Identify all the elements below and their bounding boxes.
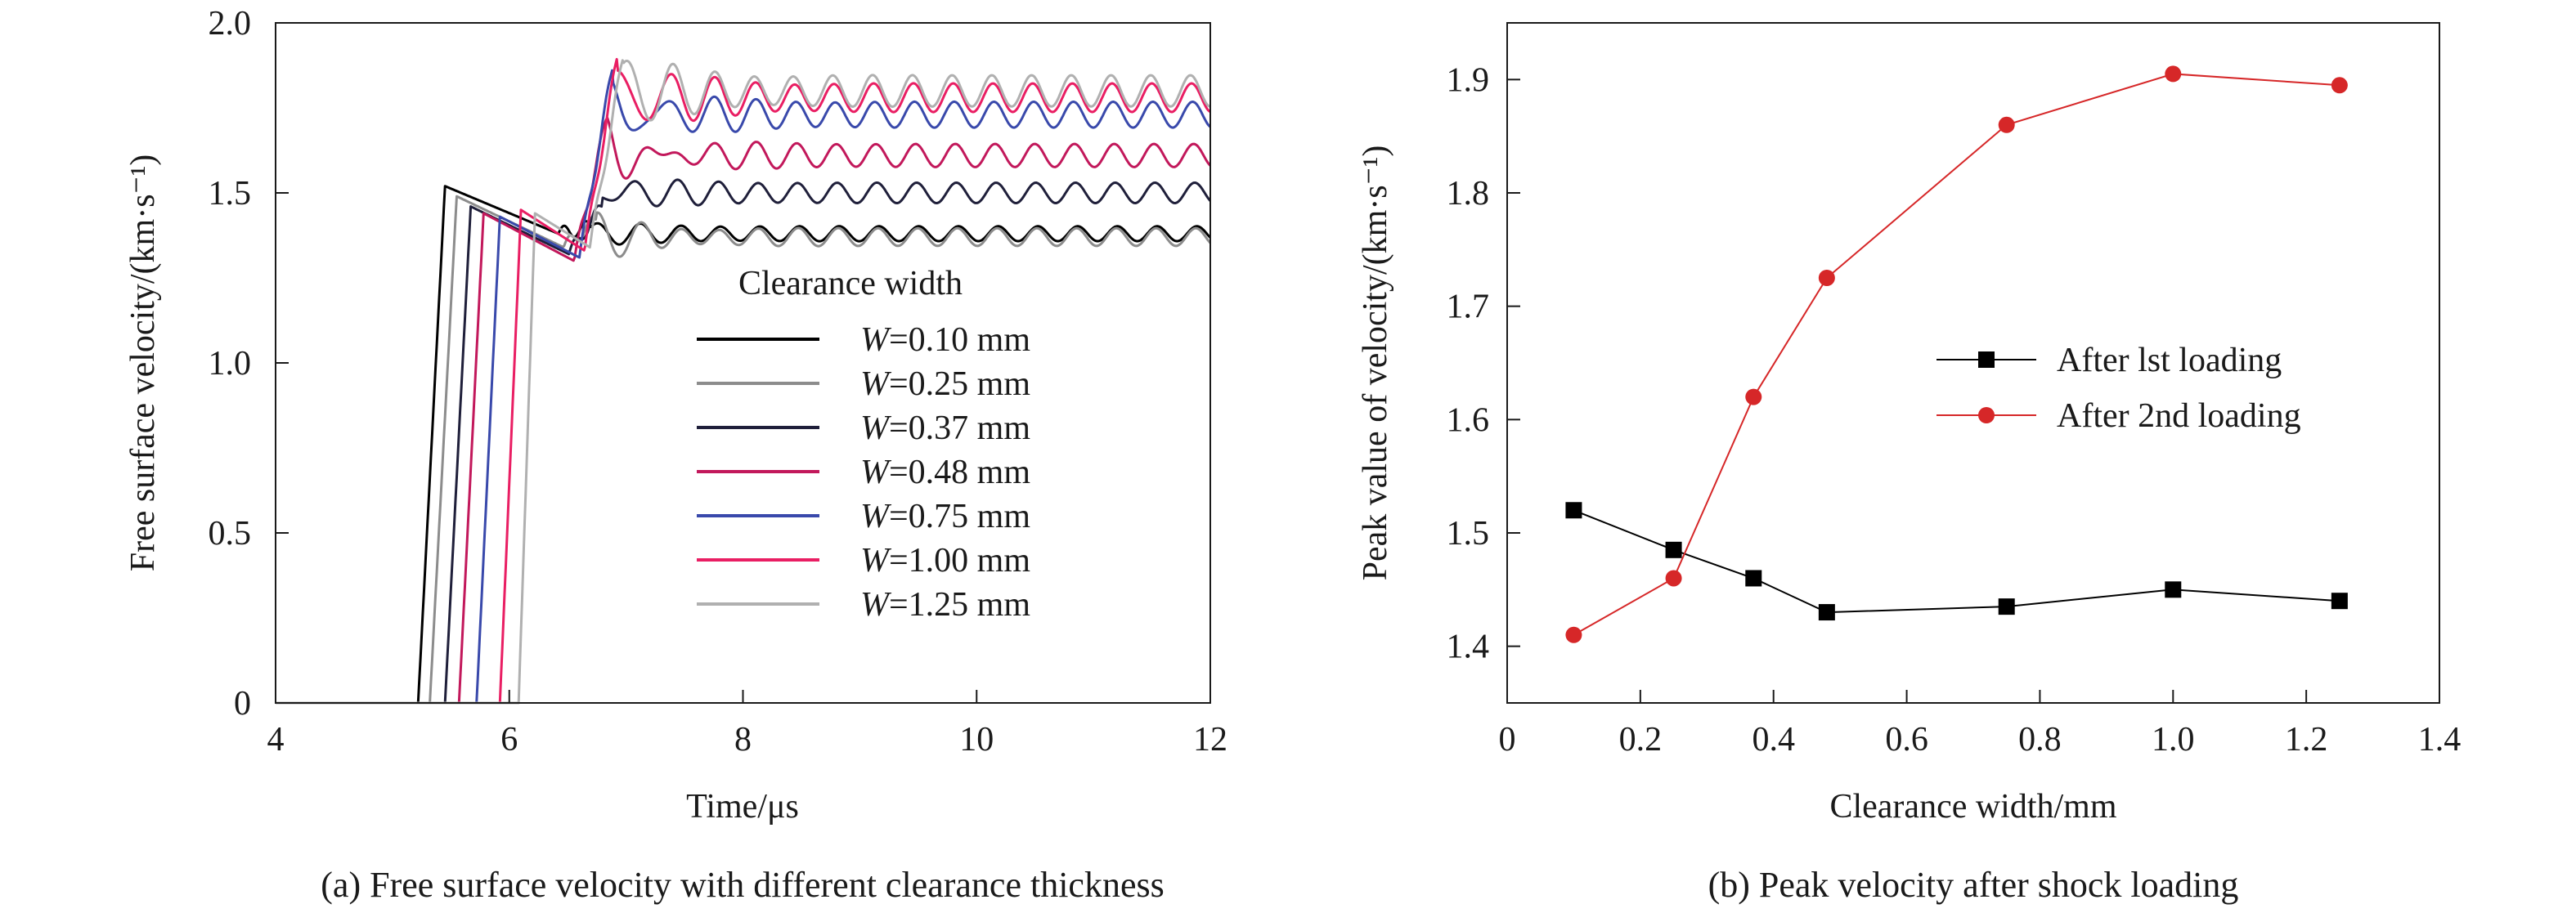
panel-b-series	[1565, 65, 2348, 643]
panel-b-y-tick-label: 1.4	[1447, 629, 1490, 666]
panel-a-legend-label: W=0.75 mm	[860, 498, 1030, 535]
panel-b-legend-label: After 2nd loading	[2057, 397, 2301, 435]
panel-b-data-point	[1565, 502, 1582, 519]
panel-a-x-ticks: 4 6 8 10 12	[267, 690, 1227, 759]
panel-a-y-axis-label: Free surface velocity/(km·s⁻¹)	[124, 154, 162, 572]
panel-b-y-axis-label: Peak value of velocity/(km·s⁻¹)	[1357, 145, 1394, 581]
panel-b-x-tick-label: 0.2	[1619, 721, 1663, 759]
panel-a-legend-label: W=1.25 mm	[860, 586, 1030, 624]
panel-a-series-line	[275, 195, 1212, 705]
panel-b-y-tick-label: 1.7	[1447, 289, 1490, 326]
panel-b-x-tick-label: 0.4	[1752, 721, 1795, 759]
panel-b-x-tick-label: 0.6	[1885, 721, 1928, 759]
panel-a-y-tick-label: 1.5	[209, 175, 252, 213]
panel-a-y-tick-label: 1.0	[209, 345, 252, 383]
panel-b-y-tick-label: 1.5	[1447, 515, 1490, 553]
panel-a-legend-label: W=0.48 mm	[860, 454, 1030, 491]
panel-b-legend: After lst loading After 2nd loading	[1936, 342, 2301, 435]
panel-a-x-tick-label: 12	[1193, 721, 1227, 759]
panel-b-y-tick-label: 1.9	[1447, 61, 1490, 99]
panel-b-x-tick-label: 1.4	[2418, 721, 2462, 759]
panel-a-series-line	[275, 185, 1212, 705]
panel-a-legend-label: W=0.37 mm	[860, 410, 1030, 447]
panel-a-legend-items: W=0.10 mm W=0.25 mm W=0.37 mm W=0.48 mm W=0.…	[697, 321, 1030, 624]
panel-b-x-tick-label: 0.8	[2018, 721, 2062, 759]
panel-b-x-axis-label: Clearance width/mm	[1829, 788, 2116, 826]
panel-b-y-ticks: 1.4 1.5 1.6 1.7 1.8 1.9	[1447, 61, 1520, 666]
panel-b-x-tick-label: 1.0	[2152, 721, 2195, 759]
panel-a-legend-label: W=0.10 mm	[860, 321, 1030, 359]
panel-b-data-point	[2165, 65, 2182, 83]
panel-a-x-axis-label: Time/μs	[686, 788, 799, 826]
panel-b-data-point	[1745, 388, 1762, 405]
panel-a-y-tick-label: 0.5	[209, 515, 252, 553]
panel-a-y-tick-label: 0	[234, 685, 251, 723]
panel-b-data-point	[1998, 116, 2015, 133]
panel-b-data-point	[2331, 77, 2348, 94]
panel-b-data-point	[1665, 570, 1682, 587]
panel-a-legend-title: Clearance width	[738, 265, 963, 302]
panel-b-data-point	[1818, 270, 1835, 286]
panel-a-legend-label: W=1.00 mm	[860, 542, 1030, 580]
panel-b-data-point	[1998, 598, 2015, 615]
panel-b-x-ticks: 0 0.2 0.4 0.6 0.8 1.0 1.2 1.4	[1499, 690, 2462, 759]
panel-b-x-tick-label: 1.2	[2285, 721, 2328, 759]
panel-a-x-tick-label: 8	[734, 721, 752, 759]
panel-a-legend-label: W=0.25 mm	[860, 365, 1030, 403]
panel-a-legend: Clearance width W=0.10 mm W=0.25 mm W=0.37…	[697, 265, 1030, 624]
panel-b-y-tick-label: 1.8	[1447, 175, 1490, 213]
panel-a-x-tick-label: 10	[959, 721, 994, 759]
panel-b-data-point	[1745, 570, 1762, 587]
panel-b-data-point	[1565, 626, 1582, 643]
panel-b-plot-frame	[1506, 22, 2440, 704]
panel-a-x-tick-label: 6	[500, 721, 518, 759]
panel-a-velocity-chart: 4 6 8 10 12 0 0.5 1.0 1.5 2.0 Time/μs Free surfa…	[124, 5, 1227, 905]
panel-b-peak-velocity-chart: 0 0.2 0.4 0.6 0.8 1.0 1.2 1.4 1.41.51.61.71.81.…	[1357, 22, 2462, 905]
panel-b-x-tick-label: 0	[1499, 721, 1516, 759]
panel-b-data-point	[2165, 581, 2182, 598]
panel-a-y-tick-label: 2.0	[209, 5, 252, 43]
panel-b-data-point	[2331, 593, 2348, 610]
panel-a-y-ticks: 0 0.5 1.0 1.5 2.0	[209, 5, 289, 723]
panel-b-legend-marker	[1978, 407, 1995, 423]
panel-a-x-tick-label: 4	[267, 721, 285, 759]
panel-a-caption: (a) Free surface velocity with different…	[321, 865, 1164, 905]
panel-b-caption: (b) Peak velocity after shock loading	[1708, 865, 2239, 905]
panel-b-data-point	[1665, 541, 1682, 558]
panel-b-data-point	[1818, 604, 1835, 621]
panel-b-legend-marker	[1978, 351, 1995, 368]
panel-b-legend-label: After lst loading	[2057, 342, 2282, 379]
panel-b-y-tick-label: 1.6	[1447, 401, 1490, 439]
